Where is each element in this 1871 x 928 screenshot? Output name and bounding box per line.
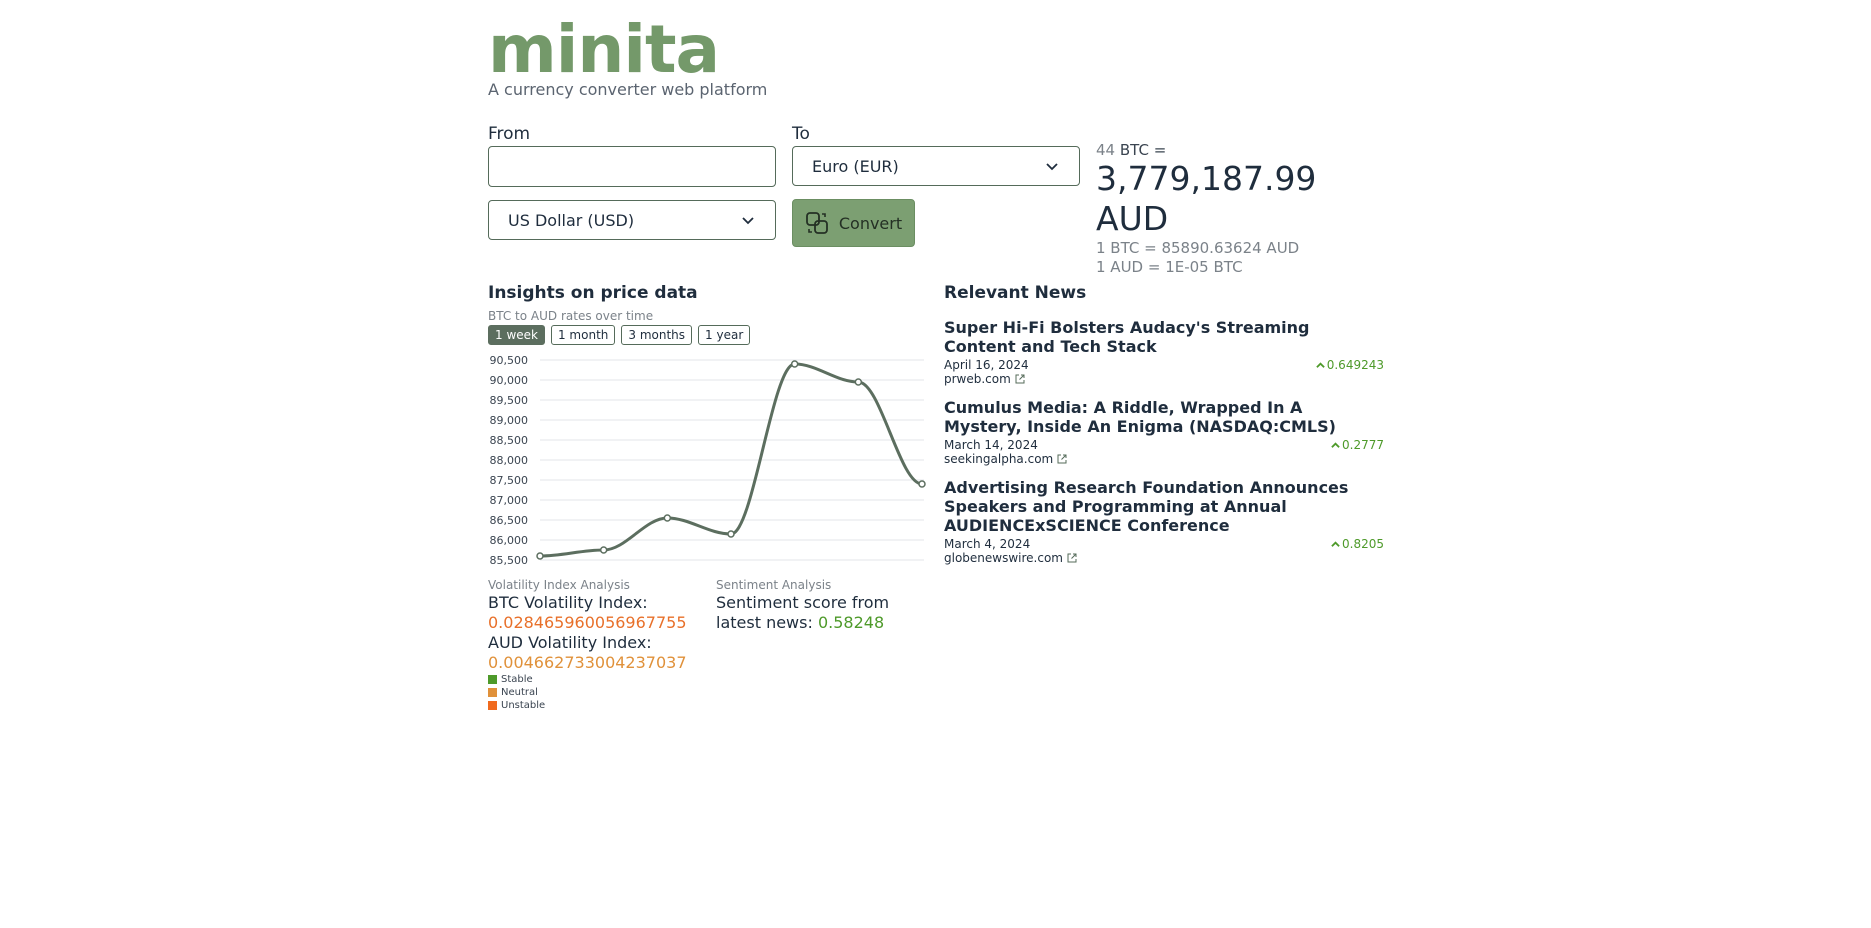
news-headline-link[interactable]: Super Hi-Fi Bolsters Audacy's Streaming … [944,318,1310,356]
btc-volatility-label: BTC Volatility Index: [488,593,648,612]
external-link-icon[interactable] [1015,374,1025,384]
news-source-link[interactable]: seekingalpha.com [944,452,1054,466]
y-tick-label: 86,000 [490,534,529,547]
legend-unstable: Unstable [488,699,545,712]
news-score: 0.2777 [1331,438,1384,452]
sentiment-text: Sentiment score from latest news: 0.5824… [716,593,890,632]
neutral-swatch [488,688,497,697]
data-point[interactable] [854,378,863,386]
period-1-week-button[interactable]: 1 week [488,325,545,345]
unstable-swatch [488,701,497,710]
news-source-link[interactable]: globenewswire.com [944,551,1063,565]
aud-volatility-value: 0.004662733004237037 [488,653,687,672]
news-date: March 4, 2024 [944,537,1031,551]
news-title: Relevant News [944,283,1087,303]
logo: minita [488,11,720,88]
news-score: 0.8205 [1331,537,1384,551]
external-link-icon[interactable] [1067,553,1077,563]
volatility-values: BTC Volatility Index: 0.0284659600569677… [488,593,708,673]
data-point[interactable] [790,360,799,368]
rate-inverse: 1 AUD = 1E-05 BTC [1096,258,1243,276]
data-point[interactable] [918,480,926,488]
convert-button[interactable]: Convert [792,199,915,247]
data-point[interactable] [727,530,735,538]
sentiment-title: Sentiment Analysis [716,578,832,592]
aud-volatility-label: AUD Volatility Index: [488,633,652,652]
period-selector: 1 week 1 month 3 months 1 year [488,325,751,345]
y-tick-label: 86,500 [490,514,529,527]
news-item: Cumulus Media: A Riddle, Wrapped In A My… [944,398,1384,466]
period-1-year-button[interactable]: 1 year [698,325,751,345]
tagline: A currency converter web platform [488,80,768,99]
to-label: To [792,124,810,144]
news-item: Super Hi-Fi Bolsters Audacy's Streaming … [944,318,1384,386]
legend-stable: Stable [488,673,545,686]
volatility-legend: Stable Neutral Unstable [488,673,545,712]
y-tick-label: 89,500 [490,394,529,407]
volatility-title: Volatility Index Analysis [488,578,630,592]
result-converted-amount: 3,779,187.99 AUD [1096,159,1317,238]
y-tick-label: 87,000 [490,494,529,507]
news-list: Super Hi-Fi Bolsters Audacy's Streaming … [944,318,1384,577]
legend-neutral: Neutral [488,686,545,699]
y-tick-label: 90,000 [490,374,529,387]
convert-icon [805,212,828,234]
period-3-months-button[interactable]: 3 months [621,325,693,345]
news-source-link[interactable]: prweb.com [944,372,1011,386]
news-headline-link[interactable]: Advertising Research Foundation Announce… [944,478,1349,535]
to-currency-select[interactable]: Euro (EUR) [792,146,1080,186]
data-point[interactable] [599,546,608,554]
y-tick-label: 88,500 [490,434,529,447]
y-tick-label: 88,000 [490,454,529,467]
from-label: From [488,124,531,144]
data-point[interactable] [663,514,672,522]
btc-volatility-value: 0.028465960056967755 [488,613,687,632]
price-line-chart: 90,500 90,000 89,500 89,000 88,500 88,000 87,5… [490,354,926,567]
news-date: March 14, 2024 [944,438,1038,452]
caret-up-icon [1315,361,1325,368]
data-point[interactable] [536,552,544,560]
y-tick-label: 90,500 [490,354,529,367]
insights-title: Insights on price data [488,283,698,303]
news-date: April 16, 2024 [944,358,1029,372]
caret-up-icon [1331,441,1340,448]
convert-label: Convert [838,213,903,233]
y-tick-label: 87,500 [490,474,529,487]
stable-swatch [488,675,497,684]
sentiment-score: 0.58248 [817,613,885,632]
rate-forward: 1 BTC = 85890.63624 AUD [1096,239,1300,257]
result-input-amount: 44 BTC = [1096,141,1167,159]
news-score: 0.649243 [1315,358,1384,372]
chart-subtitle: BTC to AUD rates over time [488,309,654,323]
amount-input[interactable] [488,146,776,187]
from-currency-select[interactable]: US Dollar (USD) [488,200,776,240]
y-tick-label: 85,500 [490,554,529,567]
chevron-down-icon [742,217,754,225]
y-tick-label: 89,000 [490,414,529,427]
chevron-down-icon [1046,163,1058,171]
caret-up-icon [1331,540,1340,547]
period-1-month-button[interactable]: 1 month [550,325,616,345]
news-item: Advertising Research Foundation Announce… [944,478,1384,565]
series-line [539,362,923,558]
external-link-icon[interactable] [1057,454,1067,464]
to-currency-value: Euro (EUR) [812,156,899,176]
news-headline-link[interactable]: Cumulus Media: A Riddle, Wrapped In A My… [944,398,1336,436]
conversion-result: 44 BTC = 3,779,187.99 AUD 1 BTC = 85890.… [1096,141,1388,277]
from-currency-value: US Dollar (USD) [508,210,635,230]
